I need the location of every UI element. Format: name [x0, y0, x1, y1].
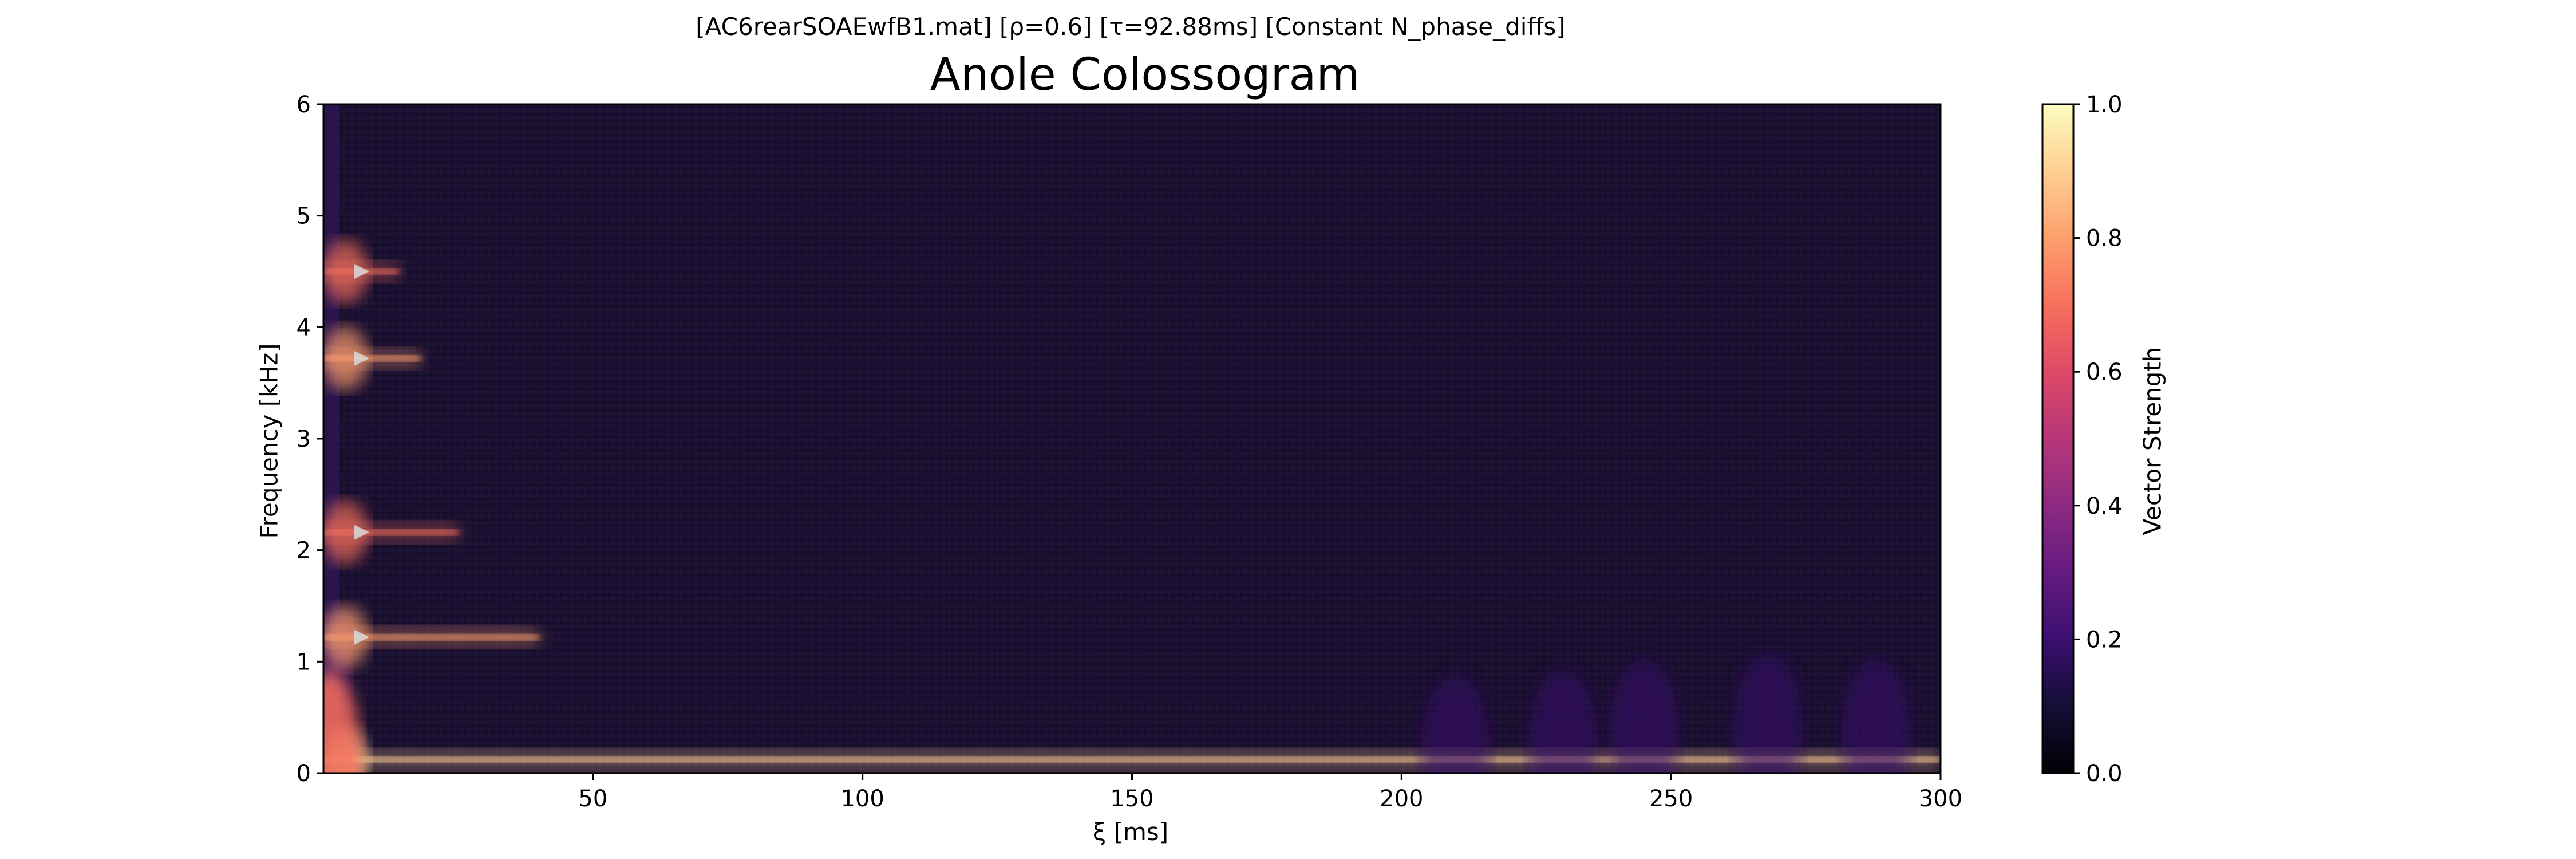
- x-tick-label: 200: [1380, 786, 1423, 812]
- y-tick-label: 5: [297, 203, 311, 230]
- x-tick-label: 50: [578, 786, 607, 812]
- x-tick-label: 100: [840, 786, 884, 812]
- late-lag-patch: [1421, 676, 1490, 773]
- colorbar: 0.0 0.2 0.4 0.6 0.8 1.0: [2041, 92, 2123, 787]
- x-axis-label: ξ [ms]: [1092, 818, 1169, 846]
- peak-marker: [354, 350, 369, 366]
- ridge-origin: [323, 605, 368, 669]
- colorbar-tick-label: 0.2: [2086, 626, 2123, 653]
- late-lag-patch: [1528, 671, 1598, 773]
- peak-marker: [354, 629, 369, 645]
- heatmap-area: [323, 104, 1941, 773]
- peak-marker: [354, 525, 369, 540]
- colorbar-tick-label: 0.6: [2086, 359, 2123, 385]
- colorbar-tick-label: 0.4: [2086, 493, 2123, 519]
- x-tick-label: 150: [1110, 786, 1153, 812]
- peak-marker: [354, 264, 369, 279]
- late-lag-patch: [1733, 654, 1803, 773]
- y-tick-label: 0: [297, 761, 311, 787]
- plot-axes: 50 100 150 200 250 300 0 1 2 3 4 5 6: [297, 92, 1963, 812]
- ridge-origin: [323, 240, 368, 303]
- late-lag-patch: [1842, 659, 1910, 773]
- colorbar-tick-label: 0.8: [2086, 226, 2123, 252]
- x-tick-label: 300: [1919, 786, 1962, 812]
- chart-suptitle: [AC6rearSOAEwfB1.mat] [ρ=0.6] [τ=92.88ms…: [696, 13, 1566, 41]
- chart-title: Anole Colossogram: [930, 49, 1360, 101]
- ridge-line: [323, 756, 1941, 763]
- ridge-line: [323, 355, 421, 361]
- ridge-line: [323, 529, 459, 535]
- y-tick-label: 3: [297, 426, 311, 452]
- x-tick-label: 250: [1649, 786, 1693, 812]
- colorbar-tick-label: 1.0: [2086, 92, 2123, 118]
- y-tick-label: 2: [297, 538, 311, 564]
- ridge-origin: [323, 326, 368, 390]
- ridge-origin: [323, 501, 368, 564]
- y-tick-label: 1: [297, 649, 311, 675]
- y-tick-label: 6: [297, 92, 311, 118]
- colorbar-gradient: [2041, 103, 2075, 774]
- low-freq-corner: [323, 670, 361, 773]
- late-lag-patch: [1610, 659, 1679, 773]
- heatmap-background: [323, 104, 1941, 773]
- ridge-line: [323, 634, 539, 640]
- y-tick-label: 4: [297, 314, 311, 341]
- colorbar-tick-label: 0.0: [2086, 761, 2123, 787]
